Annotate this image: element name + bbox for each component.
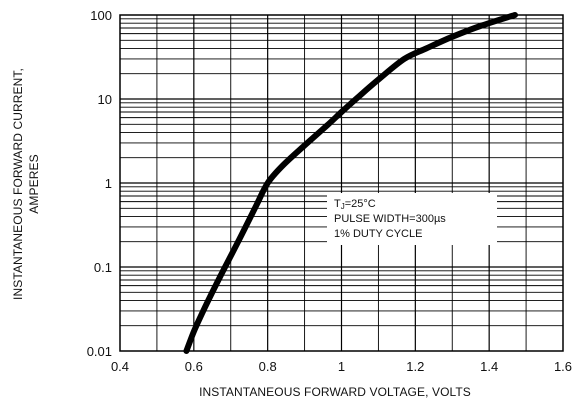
- x-tick-label: 1.2: [406, 359, 424, 374]
- conditions-annotation: TJ=25°C PULSE WIDTH=300µs 1% DUTY CYCLE: [327, 193, 497, 245]
- x-tick-label: 1.6: [554, 359, 572, 374]
- y-tick-labels: 0.01 0.1 1 10 100: [87, 8, 112, 359]
- y-tick-label: 1: [105, 176, 112, 191]
- x-axis-label: INSTANTANEOUS FORWARD VOLTAGE, VOLTS: [199, 385, 471, 399]
- annotation-background: [327, 193, 497, 245]
- annotation-pulse-width: PULSE WIDTH=300µs: [334, 213, 446, 225]
- y-tick-label: 0.01: [87, 344, 112, 359]
- y-axis-label-line2: AMPERES: [27, 154, 41, 213]
- y-tick-label: 100: [90, 8, 112, 23]
- x-tick-label: 0.8: [259, 359, 277, 374]
- forward-current-curve: [183, 12, 518, 354]
- annotation-junction-temp: TJ=25°C: [334, 198, 376, 211]
- x-tick-labels: 0.4 0.6 0.8 1 1.2 1.4 1.6: [111, 359, 572, 374]
- y-tick-label: 10: [98, 92, 112, 107]
- x-tick-label: 1.4: [480, 359, 498, 374]
- plot-frame: [119, 14, 564, 352]
- y-axis-label-line1: INSTANTANEOUS FORWARD CURRENT,: [11, 68, 25, 300]
- x-tick-label: 1: [338, 359, 345, 374]
- y-tick-label: 0.1: [94, 260, 112, 275]
- x-tick-label: 0.6: [185, 359, 203, 374]
- x-tick-label: 0.4: [111, 359, 129, 374]
- annotation-duty-cycle: 1% DUTY CYCLE: [334, 228, 422, 240]
- grid: [120, 15, 563, 351]
